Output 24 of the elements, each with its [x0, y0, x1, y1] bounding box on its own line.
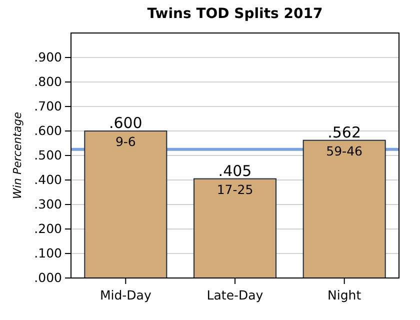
- y-tick-label: .200: [34, 221, 62, 236]
- annotation: 9-6: [115, 134, 136, 149]
- x-tick-label: Late-Day: [206, 288, 264, 302]
- y-tick-label: .300: [34, 196, 62, 212]
- y-tick-label: .600: [34, 123, 62, 138]
- bar: [84, 130, 168, 278]
- y-tick-label: .400: [34, 172, 62, 187]
- x-tick-label: Mid-Day: [100, 288, 152, 302]
- bar: [302, 140, 386, 278]
- data-label: .405: [218, 162, 252, 180]
- y-tick-label: .000: [34, 270, 62, 285]
- y-tick-label: .100: [34, 246, 62, 260]
- y-tick-label: .500: [34, 148, 62, 162]
- chart-title: Twins TOD Splits 2017: [147, 6, 323, 22]
- data-label: .600: [108, 114, 142, 132]
- bar: [194, 178, 276, 278]
- x-tick-label: Night: [328, 288, 362, 302]
- annotation: 59-46: [326, 143, 363, 158]
- y-tick-label: .800: [34, 74, 62, 89]
- y-tick-label: .900: [34, 50, 62, 64]
- y-axis-title: Win Percentage: [11, 112, 24, 199]
- data-label: .562: [328, 123, 362, 142]
- annotation: 17-25: [216, 182, 254, 197]
- y-tick-label: .700: [34, 98, 62, 114]
